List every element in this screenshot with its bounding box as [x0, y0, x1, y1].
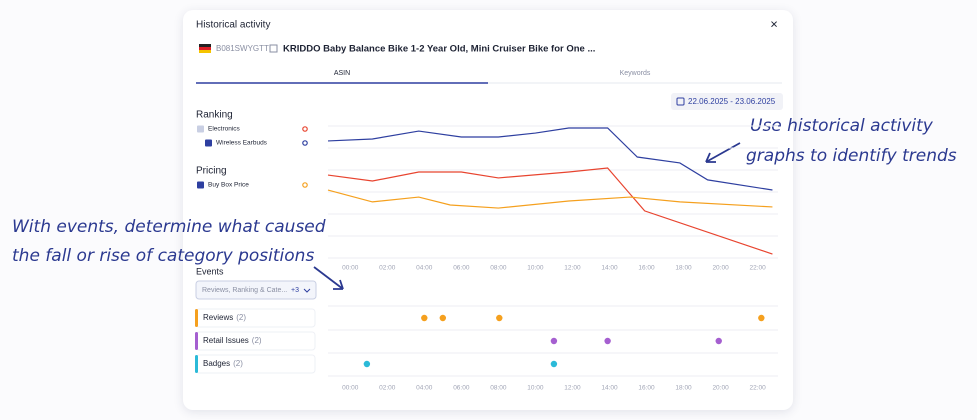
event-dot[interactable]: [604, 337, 611, 345]
events-filter[interactable]: [195, 280, 317, 300]
line-series: [327, 127, 773, 191]
event-row-accent: [195, 309, 198, 327]
x-tick-label: 06:00: [453, 265, 470, 272]
x-tick-label: 14:00: [601, 385, 618, 392]
external-link[interactable]: [269, 44, 278, 53]
x-tick-label: 16:00: [638, 385, 655, 392]
tab[interactable]: Keywords: [620, 70, 651, 77]
x-tick-label: 00:00: [342, 265, 359, 272]
event-name: Badges: [203, 359, 230, 368]
event-row-label: Reviews (2): [203, 313, 246, 322]
legend-label: Buy Box Price: [208, 182, 249, 189]
product-title: KRIDDO Baby Balance Bike 1-2 Year Old, M…: [283, 44, 595, 55]
filter-more: +3: [291, 287, 299, 294]
legend-label: Wireless Earbuds: [216, 140, 268, 147]
event-name: Reviews: [203, 313, 233, 322]
x-tick-label: 14:00: [601, 265, 618, 272]
event-row-label: Retail Issues (2): [203, 336, 262, 345]
annotation: the fall or rise of category positions: [12, 246, 314, 266]
x-tick-label: 10:00: [527, 385, 544, 392]
annotation-arrow: [313, 266, 344, 290]
x-tick-label: 12:00: [564, 265, 581, 272]
event-dot[interactable]: [496, 314, 503, 322]
x-tick-label: 12:00: [564, 385, 581, 392]
line-series: [327, 189, 773, 209]
x-tick-label: 04:00: [416, 385, 433, 392]
checkbox[interactable]: [197, 125, 204, 133]
x-tick-label: 04:00: [416, 265, 433, 272]
x-tick-label: 22:00: [749, 385, 766, 392]
x-tick-label: 02:00: [379, 265, 396, 272]
x-tick-label: 18:00: [675, 265, 692, 272]
event-name: Retail Issues: [203, 336, 249, 345]
calendar-icon: [676, 97, 685, 106]
legend-label: Electronics: [208, 126, 241, 133]
date-range: 22.06.2025 - 23.06.2025: [688, 97, 776, 106]
annotation: graphs to identify trends: [746, 146, 957, 166]
x-tick-label: 00:00: [342, 385, 359, 392]
x-tick-label: 06:00: [453, 385, 470, 392]
legend-group-title: Ranking: [196, 110, 233, 121]
x-tick-label: 20:00: [712, 265, 729, 272]
event-dot[interactable]: [550, 337, 558, 345]
event-count: (2): [252, 336, 262, 345]
x-tick-label: 08:00: [490, 385, 507, 392]
date-picker[interactable]: [671, 93, 783, 110]
events-title: Events: [196, 266, 224, 276]
event-dot[interactable]: [715, 337, 722, 345]
x-tick-label: 02:00: [379, 385, 396, 392]
x-tick-label: 22:00: [749, 265, 766, 272]
checkbox[interactable]: [205, 139, 212, 147]
x-tick-label: 20:00: [712, 385, 729, 392]
x-tick-label: 18:00: [675, 385, 692, 392]
asin: B081SWYGTT: [216, 44, 269, 53]
dropdown-arrow: [303, 288, 311, 293]
annotation-arrow: [705, 142, 741, 163]
annotation: Use historical activity: [750, 116, 934, 136]
checkbox[interactable]: [197, 181, 204, 189]
tab[interactable]: ASIN: [334, 70, 350, 77]
legend-group-title: Pricing: [196, 166, 227, 177]
filter-text: Reviews, Ranking & Cate...: [202, 287, 287, 294]
annotation: With events, determine what caused: [12, 217, 326, 237]
event-count: (2): [233, 359, 243, 368]
event-dot[interactable]: [550, 360, 558, 368]
modal-title: Historical activity: [196, 20, 270, 31]
event-dot[interactable]: [421, 314, 428, 322]
x-tick-label: 08:00: [490, 265, 507, 272]
x-tick-label: 16:00: [638, 265, 655, 272]
x-tick-label: 10:00: [527, 265, 544, 272]
event-dot[interactable]: [363, 360, 371, 368]
legend-marker: [302, 140, 308, 146]
close-button[interactable]: ×: [770, 16, 778, 31]
event-row-accent: [195, 355, 198, 373]
legend-marker: [302, 126, 308, 132]
event-dot[interactable]: [758, 314, 765, 322]
flag: [199, 44, 211, 53]
event-count: (2): [236, 313, 246, 322]
event-row-label: Badges (2): [203, 359, 243, 368]
legend-marker: [302, 182, 308, 188]
line-series: [327, 167, 773, 255]
event-row-accent: [195, 332, 198, 350]
event-dot[interactable]: [439, 314, 447, 322]
